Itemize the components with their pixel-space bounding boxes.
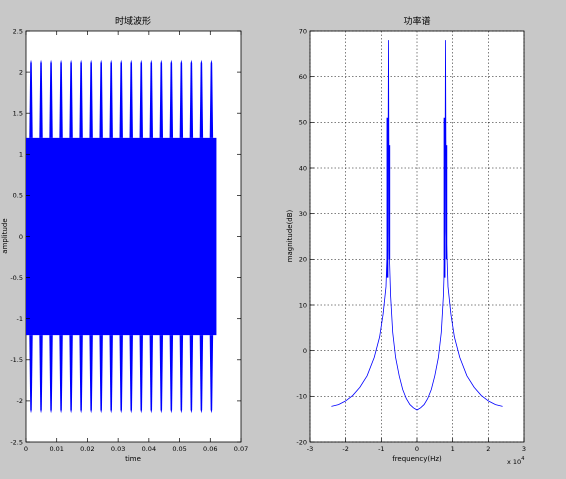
time-waveform-peak-lower: [99, 335, 103, 414]
time-waveform-peak-upper: [109, 59, 113, 138]
spectrum-y-axis-label: magnitude(dB): [286, 209, 294, 262]
time-waveform-peak-upper: [99, 59, 103, 138]
spectrum-y-tick-label: 10: [299, 301, 307, 309]
time-waveform-peak-lower: [119, 335, 123, 414]
spectrum-x-tick-label: 2: [486, 445, 490, 453]
spectrum-x-ticks: -3 -2 -1 0 1 2 3: [307, 438, 526, 453]
spectrum-y-tick-label: 50: [299, 119, 307, 127]
time-waveform-peak-upper: [29, 59, 33, 138]
time-y-tick-label: -2: [17, 397, 23, 405]
time-y-axis-label: amplitude: [1, 218, 9, 253]
time-x-tick-label: 0.03: [111, 445, 125, 453]
time-waveform: [26, 59, 217, 414]
time-y-tick-label: 1: [19, 151, 23, 159]
spectrum-line: [331, 40, 503, 411]
time-waveform-peak-upper: [49, 59, 53, 138]
spectrum-y-tick-label: -20: [296, 438, 307, 446]
time-waveform-peak-upper: [79, 59, 83, 138]
time-waveform-peak-lower: [109, 335, 113, 414]
time-waveform-peak-lower: [59, 335, 63, 414]
time-waveform-peak-lower: [189, 335, 194, 414]
time-x-axis-label: time: [125, 455, 141, 463]
time-waveform-peak-upper: [199, 59, 204, 138]
time-x-tick-label: 0.06: [203, 445, 217, 453]
time-waveform-peak-lower: [149, 335, 153, 414]
time-waveform-peak-lower: [39, 335, 43, 414]
spectrum-y-tick-label: 20: [299, 256, 307, 264]
spectrum-x-tick-label: -1: [378, 445, 384, 453]
time-waveform-peak-lower: [79, 335, 83, 414]
spectrum-y-tick-label: 0: [303, 347, 307, 355]
spectrum-x-multiplier-base: x 10: [507, 458, 521, 466]
time-waveform-peak-lower: [69, 335, 73, 414]
time-x-ticks: 0 0.01 0.02 0.03 0.04 0.05 0.06 0.07: [24, 31, 248, 453]
spectrum-x-multiplier: x 104: [507, 456, 524, 466]
spectrum-y-tick-label: -10: [296, 393, 307, 401]
time-y-tick-label: 0: [19, 233, 23, 241]
time-waveform-peak-upper: [169, 59, 174, 138]
spectrum-x-multiplier-exponent: 4: [521, 456, 524, 462]
time-waveform-peak-upper: [129, 59, 133, 138]
time-domain-subplot: 0 0.01 0.02 0.03 0.04 0.05 0.06 0.07 2.5 2 1.5 1 0.…: [1, 15, 248, 463]
time-waveform-peak-upper: [59, 59, 63, 138]
spectrum-axes-box: [309, 30, 525, 443]
time-waveform-peak-lower: [129, 335, 133, 414]
spectrum-y-ticks: 70 60 50 40 30 20 10 0 -10 -20: [296, 27, 314, 446]
time-y-tick-label: 1.5: [13, 110, 23, 118]
spectrum-x-tick-label: -3: [307, 445, 313, 453]
time-waveform-peak-lower: [49, 335, 53, 414]
time-waveform-peak-lower: [199, 335, 204, 414]
time-waveform-peak-upper: [69, 59, 73, 138]
spectrum-y-tick-label: 70: [299, 27, 307, 35]
time-y-tick-label: 0.5: [13, 192, 23, 200]
time-waveform-peak-lower: [139, 335, 143, 414]
time-waveform-peak-upper: [149, 59, 153, 138]
time-waveform-peak-lower: [179, 335, 184, 414]
time-x-tick-label: 0: [24, 445, 28, 453]
time-y-tick-label: -1.5: [10, 356, 23, 364]
time-y-tick-label: -1: [17, 315, 23, 323]
spectrum-x-tick-label: 1: [451, 445, 455, 453]
time-waveform-peak-upper: [159, 59, 164, 138]
time-waveform-peak-lower: [29, 335, 33, 414]
time-waveform-peak-lower: [169, 335, 174, 414]
time-waveform-peak-upper: [39, 59, 43, 138]
time-y-ticks: 2.5 2 1.5 1 0.5 0 -0.5 -1 -1.5 -2 -2.5: [10, 27, 241, 446]
time-x-tick-label: 0.02: [80, 445, 94, 453]
time-waveform-peak-upper: [89, 59, 93, 138]
spectrum-curve: [331, 40, 503, 411]
time-y-tick-label: -0.5: [10, 274, 23, 282]
time-waveform-peak-upper: [139, 59, 143, 138]
time-waveform-peak-upper: [189, 59, 194, 138]
time-waveform-peak-lower: [159, 335, 164, 414]
time-waveform-peak-upper: [119, 59, 123, 138]
time-x-tick-label: 0.04: [142, 445, 156, 453]
spectrum-y-tick-label: 30: [299, 210, 307, 218]
time-y-tick-label: 2.5: [13, 27, 23, 35]
spectrum-x-tick-label: 0: [415, 445, 419, 453]
time-waveform-peak-lower: [209, 335, 214, 414]
time-x-tick-label: 0.05: [172, 445, 186, 453]
time-waveform-band: [26, 137, 217, 336]
spectrum-chart-title: 功率谱: [403, 15, 430, 27]
spectrum-x-tick-label: -2: [342, 445, 348, 453]
spectrum-x-tick-label: 3: [522, 445, 526, 453]
time-y-tick-label: -2.5: [10, 438, 23, 446]
time-waveform-peak-upper: [209, 59, 214, 138]
time-waveform-peak-lower: [89, 335, 93, 414]
spectrum-x-axis-label: frequency(Hz): [392, 455, 442, 463]
spectrum-y-tick-label: 40: [299, 164, 307, 172]
time-x-tick-label: 0.01: [49, 445, 63, 453]
spectrum-y-tick-label: 60: [299, 73, 307, 81]
time-waveform-peak-upper: [179, 59, 184, 138]
time-chart-title: 时域波形: [115, 15, 151, 27]
time-x-tick-label: 0.07: [234, 445, 248, 453]
time-y-tick-label: 2: [19, 68, 23, 76]
